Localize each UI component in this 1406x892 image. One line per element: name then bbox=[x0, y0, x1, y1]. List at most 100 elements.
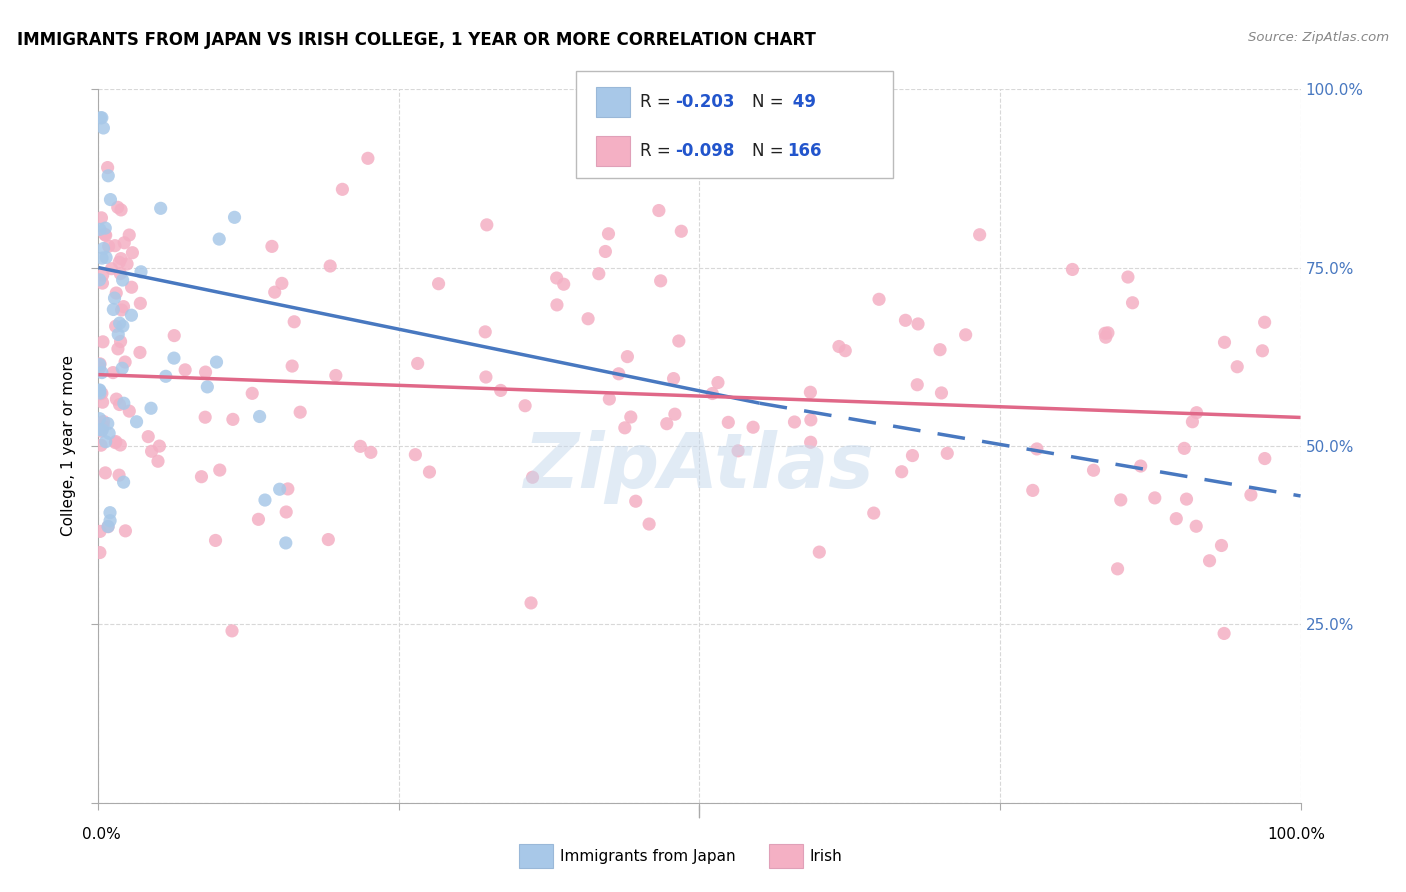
Point bbox=[97, 161, 120, 175]
Point bbox=[931, 386, 953, 401]
Point bbox=[89, 273, 111, 287]
Point bbox=[969, 227, 991, 242]
Point bbox=[94, 221, 117, 235]
Point bbox=[1251, 343, 1274, 358]
Point bbox=[108, 398, 131, 412]
Point bbox=[1185, 519, 1208, 533]
Text: N =: N = bbox=[752, 142, 783, 160]
Point bbox=[955, 327, 977, 342]
Point bbox=[475, 370, 498, 384]
Point bbox=[800, 435, 823, 450]
Point bbox=[94, 434, 117, 449]
Point bbox=[89, 423, 111, 437]
Point bbox=[513, 399, 536, 413]
Point bbox=[98, 506, 121, 520]
Point bbox=[1109, 492, 1132, 507]
Point bbox=[263, 285, 285, 300]
Point bbox=[742, 420, 765, 434]
Point bbox=[90, 386, 112, 401]
Point bbox=[522, 470, 544, 484]
Point bbox=[90, 111, 112, 125]
Text: IMMIGRANTS FROM JAPAN VS IRISH COLLEGE, 1 YEAR OR MORE CORRELATION CHART: IMMIGRANTS FROM JAPAN VS IRISH COLLEGE, … bbox=[17, 31, 815, 49]
Point bbox=[349, 439, 371, 453]
Point bbox=[112, 396, 135, 410]
Point bbox=[107, 342, 129, 356]
Point bbox=[281, 359, 304, 373]
Point bbox=[89, 524, 111, 539]
Point bbox=[93, 415, 115, 429]
Point bbox=[111, 319, 134, 334]
Point bbox=[221, 624, 243, 638]
Point bbox=[808, 545, 831, 559]
Point bbox=[89, 387, 111, 401]
Point bbox=[108, 316, 131, 330]
Point bbox=[1129, 458, 1152, 473]
Point bbox=[111, 361, 134, 376]
Point bbox=[475, 218, 498, 232]
Point bbox=[936, 446, 959, 460]
Point bbox=[1211, 539, 1233, 553]
Point bbox=[1226, 359, 1249, 374]
Point bbox=[288, 405, 311, 419]
Point bbox=[129, 345, 152, 359]
Point bbox=[118, 404, 141, 418]
Point bbox=[204, 533, 226, 548]
Point bbox=[90, 424, 112, 438]
Point bbox=[90, 111, 112, 125]
Point bbox=[901, 449, 924, 463]
Text: -0.098: -0.098 bbox=[675, 142, 734, 160]
Point bbox=[91, 334, 114, 349]
Point bbox=[828, 339, 851, 353]
Point bbox=[89, 383, 111, 397]
Point bbox=[91, 268, 114, 282]
Point bbox=[222, 412, 245, 426]
Point bbox=[489, 384, 512, 398]
Point bbox=[636, 164, 658, 178]
Point bbox=[195, 380, 218, 394]
Point bbox=[664, 407, 686, 421]
Point bbox=[520, 596, 543, 610]
Point bbox=[93, 242, 115, 256]
Point bbox=[93, 120, 115, 135]
Point bbox=[91, 423, 114, 437]
Point bbox=[105, 392, 128, 406]
Point bbox=[727, 443, 749, 458]
Point bbox=[588, 267, 610, 281]
Point bbox=[546, 298, 568, 312]
Point bbox=[277, 482, 299, 496]
Point bbox=[890, 465, 912, 479]
Point bbox=[103, 291, 125, 305]
Point bbox=[1107, 562, 1129, 576]
Point bbox=[274, 536, 297, 550]
Point bbox=[163, 351, 186, 365]
Point bbox=[114, 355, 136, 369]
Point bbox=[101, 366, 124, 380]
Point bbox=[1173, 442, 1195, 456]
Point bbox=[108, 255, 131, 269]
Text: 100.0%: 100.0% bbox=[1267, 827, 1326, 841]
Point bbox=[894, 313, 917, 327]
Point bbox=[905, 377, 928, 392]
Point bbox=[1116, 270, 1139, 285]
Point bbox=[111, 302, 134, 317]
Point bbox=[318, 533, 340, 547]
Point bbox=[97, 519, 120, 533]
Point bbox=[91, 251, 114, 265]
Point bbox=[89, 222, 111, 236]
Point bbox=[108, 468, 131, 483]
Point bbox=[120, 308, 142, 322]
Point bbox=[260, 239, 283, 253]
Point bbox=[163, 328, 186, 343]
Point bbox=[404, 448, 426, 462]
Point bbox=[118, 227, 141, 242]
Point bbox=[89, 384, 111, 398]
Point bbox=[406, 356, 429, 370]
Point bbox=[1025, 442, 1047, 456]
Point bbox=[834, 343, 856, 358]
Point bbox=[799, 385, 821, 400]
Point bbox=[90, 366, 112, 380]
Point bbox=[1143, 491, 1166, 505]
Point bbox=[125, 415, 148, 429]
Point bbox=[121, 245, 143, 260]
Text: R =: R = bbox=[640, 142, 671, 160]
